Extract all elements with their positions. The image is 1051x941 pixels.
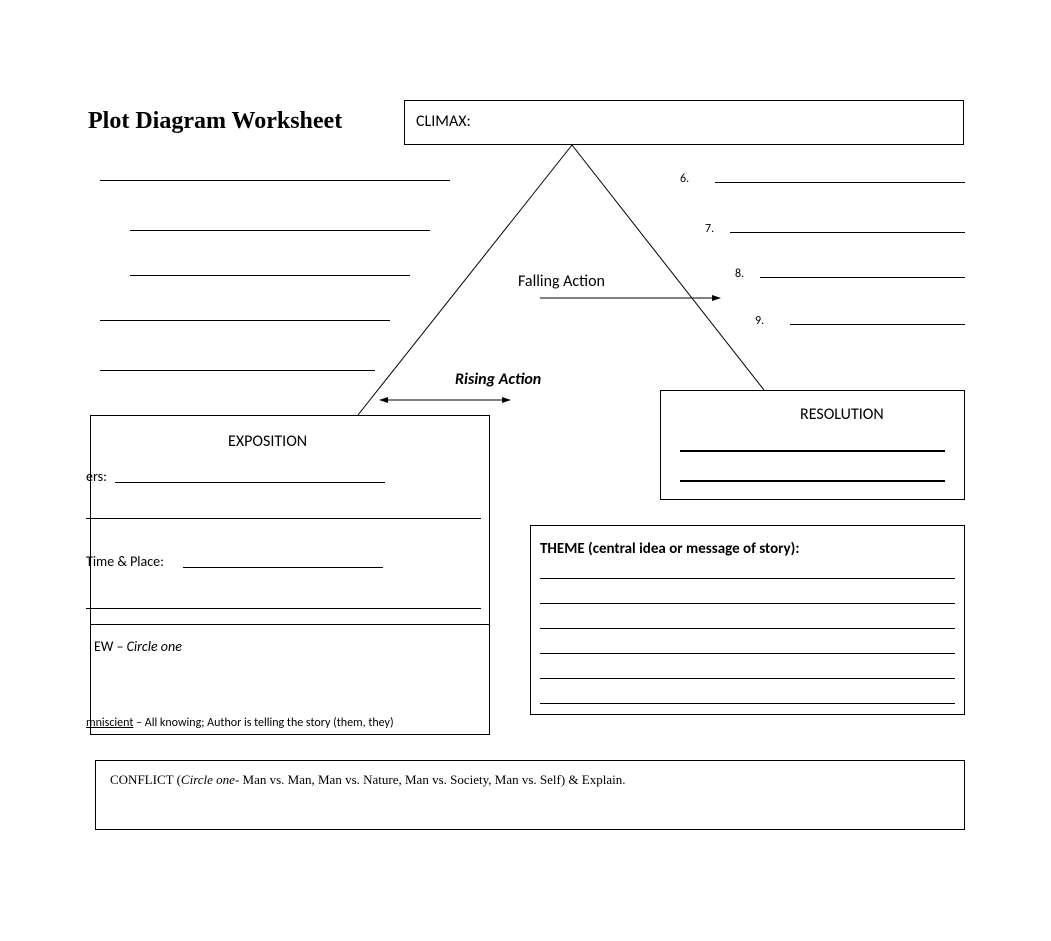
theme-line-2 (540, 603, 955, 604)
theme-line-4 (540, 653, 955, 654)
pov-heading: EW – Circle one (94, 638, 182, 655)
pov-omniscient: mniscient – All knowing; Author is telli… (86, 716, 394, 730)
falling-action-heading: Falling Action (518, 272, 605, 291)
worksheet-container: Plot Diagram Worksheet CLIMAX: Rising Ac… (0, 0, 1051, 941)
theme-line-1 (540, 578, 955, 579)
characters-label: ers: (86, 468, 107, 485)
characters-line-1 (115, 482, 385, 483)
rising-line-4 (100, 320, 390, 321)
climax-box (404, 100, 964, 145)
rising-line-5 (100, 370, 375, 371)
falling-num-8: 8. (735, 267, 744, 281)
falling-line-7 (730, 232, 965, 233)
setting-label: Time & Place: (86, 553, 164, 570)
characters-line-2 (86, 518, 481, 519)
falling-line-8 (760, 277, 965, 278)
theme-heading: THEME (central idea or message of story)… (540, 540, 799, 558)
theme-line-3 (540, 628, 955, 629)
falling-num-6: 6. (680, 172, 689, 186)
climax-label: CLIMAX: (416, 112, 471, 131)
theme-line-5 (540, 678, 955, 679)
rising-line-1 (100, 180, 450, 181)
falling-num-7: 7. (705, 222, 714, 236)
rising-line-3 (130, 275, 410, 276)
setting-line-2 (86, 608, 481, 609)
conflict-box (95, 760, 965, 830)
falling-num-9: 9. (755, 314, 764, 328)
rising-line-2 (130, 230, 430, 231)
resolution-heading: RESOLUTION (800, 405, 884, 424)
exposition-heading: EXPOSITION (228, 432, 307, 451)
setting-line-1 (183, 567, 383, 568)
theme-line-6 (540, 703, 955, 704)
rising-action-heading: Rising Action (455, 370, 541, 389)
falling-line-6 (715, 182, 965, 183)
resolution-line-1 (680, 450, 945, 452)
resolution-line-2 (680, 480, 945, 482)
falling-line-9 (790, 324, 965, 325)
page-title: Plot Diagram Worksheet (88, 108, 342, 135)
conflict-text: CONFLICT (Circle one- Man vs. Man, Man v… (110, 772, 625, 788)
